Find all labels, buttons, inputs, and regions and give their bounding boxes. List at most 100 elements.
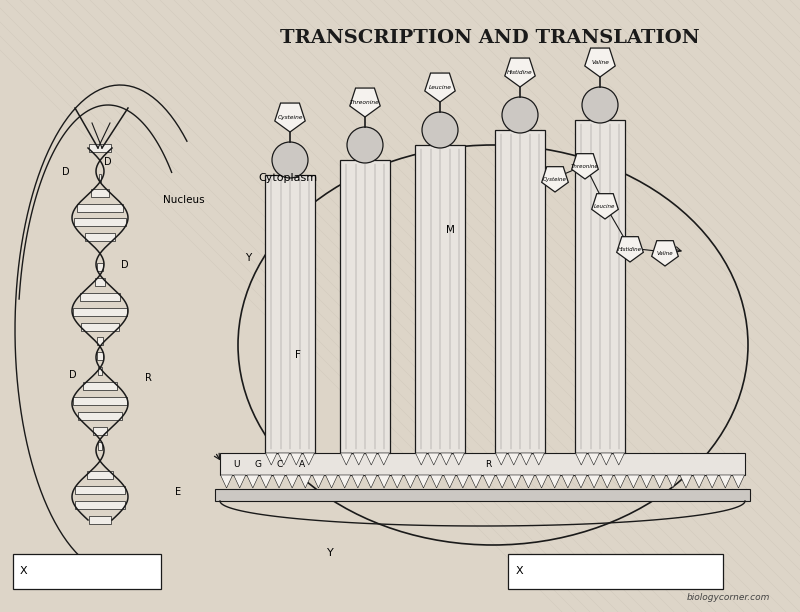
Polygon shape <box>404 475 416 488</box>
Bar <box>89 144 111 152</box>
Bar <box>97 337 103 345</box>
Bar <box>98 442 102 450</box>
Polygon shape <box>693 475 705 488</box>
Bar <box>508 554 723 589</box>
Polygon shape <box>505 58 535 87</box>
Bar <box>97 353 103 360</box>
Polygon shape <box>290 453 302 465</box>
Bar <box>495 130 545 453</box>
Text: F: F <box>295 350 301 360</box>
Polygon shape <box>496 475 508 488</box>
Bar <box>93 427 107 435</box>
Bar <box>415 145 465 453</box>
Bar <box>87 471 113 479</box>
Circle shape <box>347 127 383 163</box>
Text: Y: Y <box>245 253 251 263</box>
Polygon shape <box>273 475 285 488</box>
Text: X: X <box>516 566 524 576</box>
Circle shape <box>422 112 458 148</box>
Polygon shape <box>601 453 612 465</box>
Text: Threonine: Threonine <box>350 100 380 105</box>
Polygon shape <box>286 475 298 488</box>
Polygon shape <box>260 475 272 488</box>
Bar <box>74 218 126 226</box>
Text: Histidine: Histidine <box>618 247 642 252</box>
Polygon shape <box>732 475 745 488</box>
Text: D: D <box>104 157 112 167</box>
Polygon shape <box>535 475 548 488</box>
Bar <box>215 489 750 501</box>
Polygon shape <box>352 475 364 488</box>
Polygon shape <box>378 475 390 488</box>
Text: biologycorner.com: biologycorner.com <box>686 592 770 602</box>
Polygon shape <box>246 475 259 488</box>
Polygon shape <box>613 453 625 465</box>
Text: X: X <box>20 566 28 576</box>
Polygon shape <box>572 154 598 179</box>
Text: Cytoplasm: Cytoplasm <box>258 173 317 183</box>
Bar <box>73 308 127 316</box>
Polygon shape <box>350 88 380 117</box>
Polygon shape <box>453 453 465 465</box>
Bar <box>95 278 105 286</box>
Polygon shape <box>666 475 679 488</box>
Polygon shape <box>614 475 626 488</box>
Polygon shape <box>575 453 587 465</box>
Polygon shape <box>617 237 643 262</box>
Text: Leucine: Leucine <box>594 204 616 209</box>
Text: D: D <box>121 260 129 270</box>
Polygon shape <box>542 166 568 192</box>
Polygon shape <box>588 453 599 465</box>
Polygon shape <box>378 453 390 465</box>
Polygon shape <box>652 241 678 266</box>
Circle shape <box>502 97 538 133</box>
Polygon shape <box>299 475 311 488</box>
Text: G: G <box>254 460 262 469</box>
Polygon shape <box>365 475 377 488</box>
Bar <box>340 160 390 453</box>
Text: U: U <box>234 460 240 469</box>
Text: C: C <box>277 460 283 469</box>
Text: Histidine: Histidine <box>507 70 533 75</box>
Bar <box>265 175 315 453</box>
Polygon shape <box>592 193 618 219</box>
Polygon shape <box>391 475 403 488</box>
Bar <box>82 323 118 330</box>
Polygon shape <box>706 475 718 488</box>
Polygon shape <box>508 453 519 465</box>
Polygon shape <box>510 475 522 488</box>
Polygon shape <box>641 475 653 488</box>
Text: E: E <box>175 487 181 497</box>
Text: Cysteine: Cysteine <box>278 114 302 119</box>
Bar <box>85 233 115 241</box>
Text: M: M <box>446 225 454 235</box>
Polygon shape <box>495 453 507 465</box>
Polygon shape <box>680 475 692 488</box>
Bar <box>75 501 125 509</box>
Polygon shape <box>326 475 338 488</box>
Text: A: A <box>299 460 305 469</box>
Polygon shape <box>483 475 495 488</box>
Text: R: R <box>145 373 151 383</box>
Text: R: R <box>485 460 491 469</box>
Text: TRANSCRIPTION AND TRANSLATION: TRANSCRIPTION AND TRANSLATION <box>280 29 700 47</box>
Polygon shape <box>521 453 532 465</box>
Polygon shape <box>418 475 430 488</box>
Bar <box>79 293 121 301</box>
Bar <box>74 487 126 494</box>
Polygon shape <box>457 475 469 488</box>
Text: Y: Y <box>326 548 334 558</box>
Polygon shape <box>575 475 587 488</box>
Text: Valine: Valine <box>591 59 609 64</box>
Polygon shape <box>549 475 561 488</box>
Polygon shape <box>366 453 377 465</box>
Text: Nucleus: Nucleus <box>163 195 205 205</box>
Bar <box>575 120 625 453</box>
Polygon shape <box>303 453 314 465</box>
Bar <box>98 263 102 271</box>
Polygon shape <box>585 48 615 77</box>
Polygon shape <box>274 103 306 132</box>
Polygon shape <box>588 475 600 488</box>
Polygon shape <box>266 453 277 465</box>
Polygon shape <box>221 475 233 488</box>
